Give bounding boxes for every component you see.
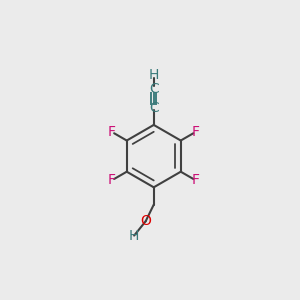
Text: O: O bbox=[140, 214, 151, 228]
Text: F: F bbox=[108, 125, 116, 139]
Text: F: F bbox=[192, 125, 200, 139]
Text: F: F bbox=[192, 173, 200, 188]
Text: C: C bbox=[149, 100, 159, 115]
Text: F: F bbox=[108, 173, 116, 188]
Text: H: H bbox=[129, 229, 139, 243]
Text: C: C bbox=[149, 82, 159, 96]
Text: H: H bbox=[148, 68, 159, 82]
